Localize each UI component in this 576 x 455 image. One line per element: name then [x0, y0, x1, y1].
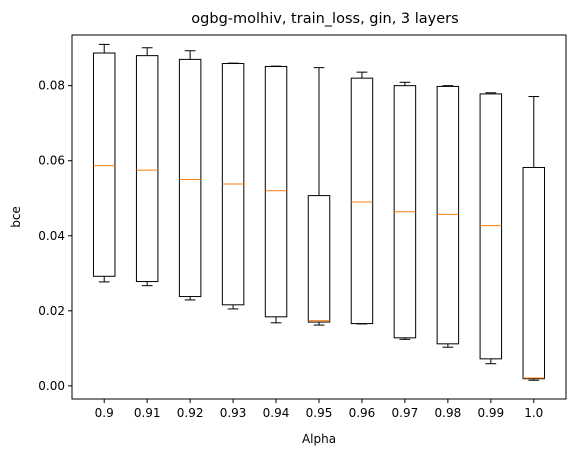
- y-tick-label: 0.04: [38, 229, 65, 243]
- x-tick-label: 0.9: [95, 406, 114, 420]
- box-0.92: [179, 51, 200, 300]
- box-0.97: [394, 82, 415, 339]
- iqr-box: [437, 86, 458, 343]
- y-axis-label: bce: [9, 206, 23, 228]
- x-tick-label: 0.98: [435, 406, 462, 420]
- x-tick-label: 0.92: [177, 406, 204, 420]
- iqr-box: [93, 53, 114, 276]
- plot-area: [93, 44, 544, 380]
- x-tick-label: 0.91: [134, 406, 161, 420]
- box-0.99: [480, 93, 501, 364]
- x-tick-label: 0.99: [477, 406, 504, 420]
- y-tick-label: 0.02: [38, 304, 65, 318]
- iqr-box: [265, 67, 286, 317]
- box-0.93: [222, 63, 243, 309]
- box-0.91: [136, 48, 157, 286]
- box-0.95: [308, 68, 329, 325]
- x-tick-label: 0.94: [263, 406, 290, 420]
- box-1.0: [523, 97, 544, 381]
- box-0.96: [351, 72, 372, 324]
- box-0.98: [437, 86, 458, 348]
- x-axis-label: Alpha: [302, 432, 336, 446]
- chart-title: ogbg-molhiv, train_loss, gin, 3 layers: [191, 11, 458, 27]
- y-tick-label: 0.00: [38, 379, 65, 393]
- y-tick-label: 0.06: [38, 154, 65, 168]
- x-tick-label: 0.95: [306, 406, 333, 420]
- x-tick-label: 0.96: [349, 406, 376, 420]
- iqr-box: [480, 94, 501, 359]
- box-0.94: [265, 66, 286, 323]
- y-axis: 0.00 0.02 0.04 0.06 0.08: [38, 79, 72, 393]
- iqr-box: [308, 196, 329, 322]
- x-tick-label: 0.97: [392, 406, 419, 420]
- x-tick-label: 1.0: [524, 406, 543, 420]
- iqr-box: [523, 167, 544, 378]
- iqr-box: [136, 56, 157, 282]
- box-0.9: [93, 44, 114, 282]
- x-axis: 0.9 0.91 0.92 0.93 0.94 0.95 0.96 0.97 0.98 0.99 1…: [95, 399, 544, 420]
- y-tick-label: 0.08: [38, 79, 65, 93]
- iqr-box: [351, 78, 372, 323]
- x-tick-label: 0.93: [220, 406, 247, 420]
- iqr-box: [179, 59, 200, 296]
